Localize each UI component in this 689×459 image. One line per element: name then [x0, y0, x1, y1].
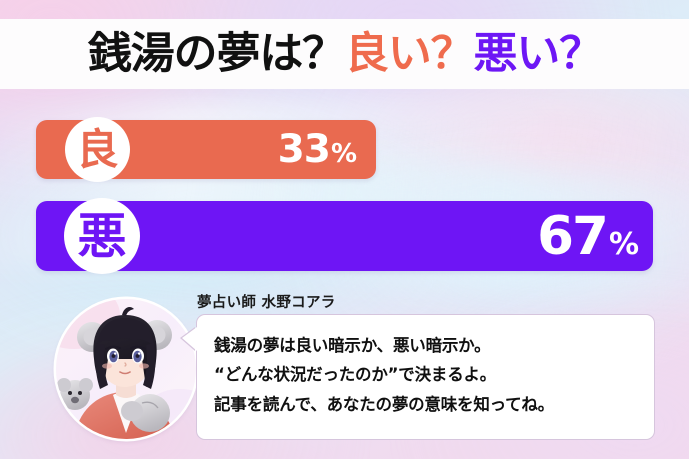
- speech-bubble: 銭湯の夢は良い暗示か、悪い暗示か。 “どんな状況だったのか”で決まるよ。 記事を…: [182, 314, 655, 440]
- title-segment-base: 銭湯の夢は？: [87, 28, 345, 79]
- result-percent-bad-value: 67: [537, 205, 609, 267]
- percent-sign-good: %: [330, 139, 357, 169]
- page-title: 銭湯の夢は？良い？悪い？: [87, 32, 602, 76]
- speech-line-1: 銭湯の夢は良い暗示か、悪い暗示か。: [214, 336, 491, 355]
- title-segment-bad: 悪い？: [473, 28, 603, 79]
- avatar: [56, 299, 196, 439]
- result-badge-good: 良: [65, 117, 130, 182]
- result-percent-bad: 67%: [537, 205, 639, 267]
- result-percent-good-value: 33: [277, 127, 331, 172]
- speech-line-3: 記事を読んで、あなたの夢の意味を知ってね。: [214, 394, 554, 414]
- speech-bubble-tail: [182, 327, 197, 351]
- result-bar-bad: 悪 67%: [36, 198, 653, 274]
- title-segment-good: 良い？: [344, 28, 475, 79]
- result-percent-good: 33%: [277, 127, 357, 172]
- speech-line-2: “どんな状況だったのか”で決まるよ。: [214, 365, 497, 385]
- title-band: 銭湯の夢は？良い？悪い？: [0, 19, 689, 89]
- percent-sign-bad: %: [608, 226, 639, 262]
- result-bar-good: 良 33%: [36, 117, 376, 182]
- result-badge-bad: 悪: [64, 198, 140, 274]
- speech-bubble-text: 銭湯の夢は良い暗示か、悪い暗示か。 “どんな状況だったのか”で決まるよ。 記事を…: [214, 331, 644, 419]
- avatar-illustration: [56, 299, 196, 439]
- speaker-name: 夢占い師 水野コアラ: [197, 295, 336, 311]
